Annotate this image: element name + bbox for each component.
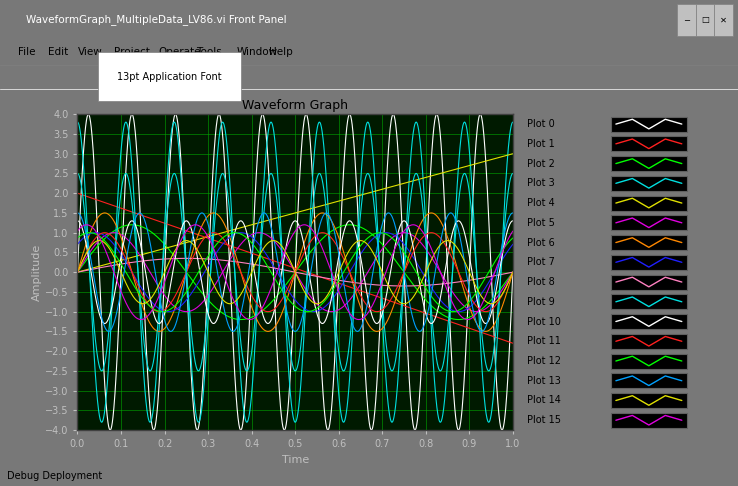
Text: Plot 15: Plot 15 [528,415,562,425]
Title: Waveform Graph: Waveform Graph [242,99,348,112]
Bar [610,176,687,191]
Text: Edit: Edit [48,47,68,56]
Text: Plot 7: Plot 7 [528,257,555,267]
Bar [610,314,687,329]
Text: Plot 1: Plot 1 [528,139,555,149]
Text: Window: Window [236,47,277,56]
Bar [610,195,687,210]
Bar [610,215,687,230]
Bar [610,334,687,349]
FancyBboxPatch shape [677,4,696,36]
Text: Plot 14: Plot 14 [528,396,562,405]
Text: Plot 9: Plot 9 [528,297,555,307]
Text: Plot 0: Plot 0 [528,119,555,129]
Text: File: File [18,47,36,56]
Text: Plot 11: Plot 11 [528,336,562,346]
Text: Plot 6: Plot 6 [528,238,555,247]
Text: Plot 10: Plot 10 [528,316,562,327]
Text: Plot 8: Plot 8 [528,277,555,287]
Bar [610,275,687,290]
Text: ✕: ✕ [720,16,727,24]
Text: □: □ [701,16,708,24]
Text: Plot 4: Plot 4 [528,198,555,208]
Bar [610,413,687,428]
FancyBboxPatch shape [696,4,714,36]
X-axis label: Time: Time [282,455,308,465]
Bar [610,117,687,132]
Text: Plot 12: Plot 12 [528,356,562,366]
Y-axis label: Amplitude: Amplitude [32,243,42,301]
Bar [610,156,687,171]
Bar [610,235,687,250]
Bar [610,353,687,368]
Text: WaveformGraph_MultipleData_LV86.vi Front Panel: WaveformGraph_MultipleData_LV86.vi Front… [26,14,286,25]
Bar [610,294,687,309]
Text: Plot 2: Plot 2 [528,158,555,169]
Text: Plot 5: Plot 5 [528,218,555,228]
Text: Plot 3: Plot 3 [528,178,555,188]
Text: ─: ─ [684,16,689,24]
Text: Project: Project [114,47,151,56]
Bar [610,393,687,408]
Bar [610,137,687,151]
FancyBboxPatch shape [714,4,733,36]
Text: Help: Help [269,47,293,56]
Text: Operate: Operate [159,47,201,56]
Bar [610,373,687,388]
Text: Tools: Tools [196,47,221,56]
Text: Debug Deployment: Debug Deployment [7,471,103,481]
Text: 13pt Application Font: 13pt Application Font [117,72,222,82]
Text: View: View [77,47,103,56]
Bar [610,255,687,270]
Text: Plot 13: Plot 13 [528,376,562,386]
